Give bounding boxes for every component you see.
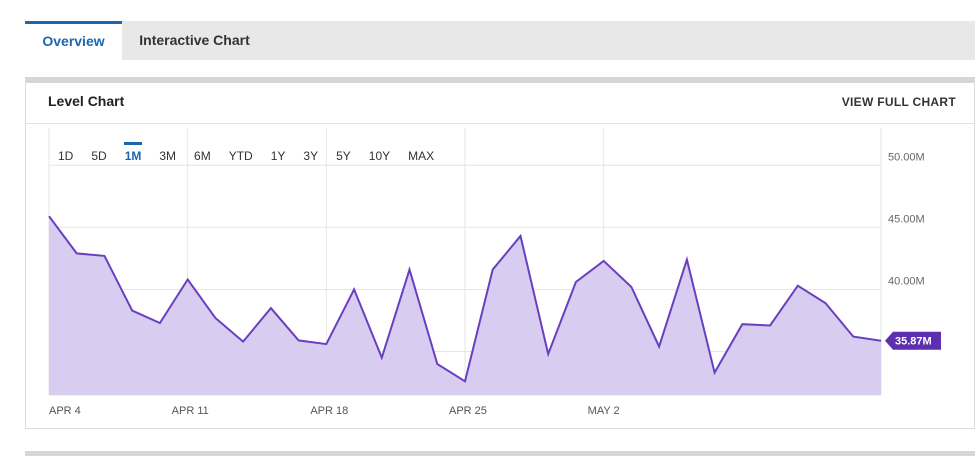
view-full-chart-link[interactable]: VIEW FULL CHART	[841, 95, 956, 109]
last-value-badge-shape	[885, 331, 941, 350]
tab-bar: Overview Interactive Chart	[25, 21, 975, 60]
range-6m[interactable]: 6M	[194, 149, 211, 163]
x-tick-label: APR 25	[449, 405, 487, 417]
panel-title: Level Chart	[48, 93, 125, 109]
last-value-badge: 35.87M	[885, 331, 941, 350]
range-5y[interactable]: 5Y	[336, 149, 351, 163]
panel-header: Level Chart VIEW FULL CHART	[26, 83, 974, 124]
range-selector: 1D 5D 1M 3M 6M YTD 1Y 3Y 5Y 10Y MAX	[58, 142, 452, 170]
range-1m[interactable]: 1M	[123, 142, 143, 170]
range-ytd[interactable]: YTD	[228, 149, 253, 163]
x-axis-ticks: APR 4 APR 11 APR 18 APR 25 MAY 2	[49, 405, 620, 417]
chart-line	[48, 215, 882, 383]
x-tick-label: APR 4	[49, 405, 81, 417]
range-1d[interactable]: 1D	[58, 149, 74, 163]
tab-interactive-chart[interactable]: Interactive Chart	[139, 32, 250, 48]
x-tick-label: MAY 2	[588, 405, 620, 417]
y-tick-label: 40.00M	[888, 275, 925, 287]
tab-overview[interactable]: Overview	[25, 21, 122, 60]
range-3m[interactable]: 3M	[159, 149, 177, 163]
range-10y[interactable]: 10Y	[368, 149, 391, 163]
range-3y[interactable]: 3Y	[303, 149, 319, 163]
x-tick-label: APR 11	[172, 405, 209, 417]
range-max[interactable]: MAX	[408, 149, 435, 163]
y-tick-label: 50.00M	[888, 151, 925, 163]
range-5d[interactable]: 5D	[91, 149, 107, 163]
y-tick-label: 45.00M	[888, 213, 925, 225]
range-1y[interactable]: 1Y	[270, 149, 286, 163]
chart-area-fill	[49, 216, 881, 395]
next-panel-edge	[25, 451, 975, 456]
x-tick-label: APR 18	[310, 405, 348, 417]
y-axis-ticks: 50.00M 45.00M 40.00M	[888, 151, 925, 287]
last-value-label: 35.87M	[895, 336, 932, 348]
